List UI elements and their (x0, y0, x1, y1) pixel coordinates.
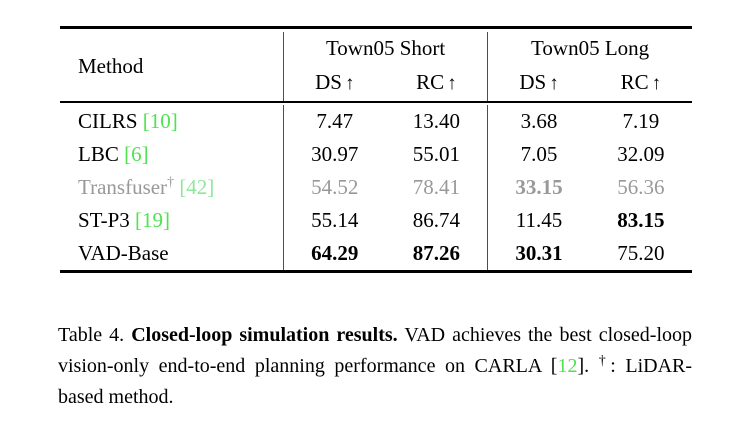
up-arrow-icon-long-rc: ↑ (651, 73, 662, 94)
table-header-group-row: Method Town05 Short Town05 Long (60, 32, 692, 78)
column-header-method: Method (78, 54, 144, 78)
up-arrow-icon-short-ds: ↑ (344, 73, 355, 94)
metric-label-long-rc: RC (620, 70, 649, 94)
value-best: 33.15 (515, 175, 563, 199)
cell-method-name: Transfuser† [42] (60, 171, 283, 204)
citation-link[interactable]: [19] (135, 208, 171, 232)
cell-metric-value: 3.68 (487, 105, 590, 138)
cell-method-name: LBC [6] (60, 138, 283, 171)
table-rule-bottom (60, 270, 692, 276)
caption-body-part2: ]. (577, 355, 590, 377)
cell-metric-value: 87.26 (386, 237, 488, 272)
caption-body-part1: VAD achieves the best closed-loop vision… (58, 324, 693, 377)
cell-method-name: CILRS [10] (60, 105, 283, 138)
citation-link[interactable]: [42] (179, 175, 215, 199)
dagger-icon-method: † (167, 175, 175, 190)
value-best: 30.31 (515, 241, 563, 265)
table-row: VAD-Base 64.29 87.26 30.31 75.20 (60, 237, 692, 272)
column-group-header-town05-long: Town05 Long (487, 32, 692, 65)
cell-metric-value: 86.74 (412, 208, 461, 232)
caption-body-part3: : LiDAR-based method. (58, 355, 693, 408)
caption-citation-carla[interactable]: 12 (557, 355, 578, 377)
cell-metric-value: 75.20 (617, 241, 665, 265)
dagger-icon-caption: † (598, 353, 611, 369)
cell-metric-value: 56.36 (617, 175, 665, 199)
metric-label-short-rc: RC (416, 70, 445, 94)
cell-metric-value: 78.41 (412, 175, 461, 199)
method-label: VAD-Base (78, 241, 169, 265)
caption-bold-title: Closed-loop simulation results. (131, 324, 398, 346)
cell-metric-value: 7.05 (487, 138, 590, 171)
table-row: ST-P3 [19] 55.14 86.74 11.45 83.15 (60, 204, 692, 237)
column-header-long-ds: DS ↑ (487, 65, 590, 102)
results-table-container: Method Town05 Short Town05 Long DS ↑ RC ↑ … (60, 26, 692, 276)
table-header-metric-row: DS ↑ RC ↑ DS ↑ RC ↑ (60, 65, 692, 102)
table-row: CILRS [10] 7.47 13.40 3.68 7.19 (60, 105, 692, 138)
metric-label-long-ds: DS (519, 70, 547, 94)
value-best: 87.26 (412, 241, 461, 265)
cell-metric-value: 55.14 (282, 204, 386, 237)
table-rule-top (60, 26, 692, 32)
cell-metric-value: 54.52 (282, 171, 386, 204)
cell-metric-value: 83.15 (590, 204, 692, 237)
citation-link[interactable]: [6] (124, 142, 149, 166)
cell-metric-value: 32.09 (617, 142, 665, 166)
cell-metric-value: 13.40 (412, 109, 461, 133)
cell-metric-value: 33.15 (487, 171, 590, 204)
table-rule-middle (60, 101, 692, 105)
table-caption: Table 4. Closed-loop simulation results.… (58, 320, 692, 413)
cell-method-name: ST-P3 [19] (60, 204, 283, 237)
column-header-short-ds: DS ↑ (282, 65, 386, 102)
method-label: Transfuser (78, 175, 168, 199)
cell-metric-value: 30.97 (282, 138, 386, 171)
table-row: Transfuser† [42] 54.52 78.41 33.15 56.36 (60, 171, 692, 204)
column-header-short-rc: RC ↑ (386, 65, 488, 102)
caption-label: Table 4. (58, 324, 125, 346)
closed-loop-results-table: Method Town05 Short Town05 Long DS ↑ RC ↑ … (60, 26, 692, 276)
citation-link[interactable]: [10] (142, 109, 178, 133)
cell-metric-value: 64.29 (282, 237, 386, 272)
up-arrow-icon-short-rc: ↑ (447, 73, 457, 94)
value-best: 64.29 (311, 241, 359, 265)
cell-metric-value: 30.31 (487, 237, 590, 272)
method-label: LBC (78, 142, 119, 166)
cell-method-name: VAD-Base (60, 237, 283, 272)
metric-label-short-ds: DS (315, 70, 342, 94)
cell-metric-value: 55.01 (412, 142, 461, 166)
cell-metric-value: 11.45 (487, 204, 590, 237)
column-header-long-rc: RC ↑ (590, 65, 692, 102)
cell-metric-value: 7.47 (282, 105, 386, 138)
column-group-header-town05-short: Town05 Short (282, 32, 488, 65)
table-row: LBC [6] 30.97 55.01 7.05 32.09 (60, 138, 692, 171)
value-best: 83.15 (617, 208, 665, 232)
method-label: ST-P3 (78, 208, 130, 232)
up-arrow-icon-long-ds: ↑ (549, 73, 559, 94)
cell-metric-value: 7.19 (622, 109, 660, 133)
method-label: CILRS (78, 109, 138, 133)
